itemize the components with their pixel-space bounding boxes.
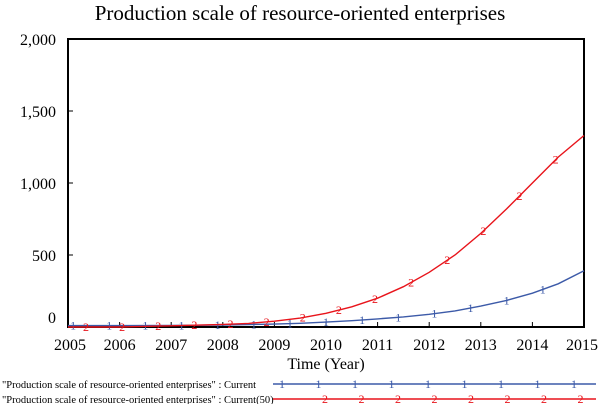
series-2-marker: 2: [264, 315, 270, 329]
y-tick-label: 0: [48, 310, 56, 327]
x-tick-label: 2007: [155, 337, 187, 354]
series-1-marker: 1: [323, 315, 329, 329]
series-1-marker: 1: [251, 317, 257, 331]
series-2-marker: 2: [480, 224, 486, 238]
series-2-marker: 2: [517, 189, 523, 203]
legend-marker-1: 1: [389, 377, 395, 391]
series-2-marker: 2: [155, 319, 161, 333]
legend-marker-2: 2: [541, 392, 547, 404]
series-1-marker: 1: [287, 317, 293, 331]
x-tick-label: 2009: [258, 337, 290, 354]
plot-area: [67, 38, 585, 328]
x-tick-label: 2014: [516, 337, 548, 354]
legend-marker-1: 1: [498, 377, 504, 391]
legend-marker-1: 1: [279, 377, 285, 391]
legend-marker-2: 2: [359, 392, 365, 404]
series-line-2: [68, 134, 585, 328]
legend-marker-2: 2: [505, 392, 511, 404]
series-1-marker: 1: [467, 301, 473, 315]
legend-marker-2: 2: [395, 392, 401, 404]
x-tick-label: 2006: [104, 337, 136, 354]
legend-marker-1: 1: [535, 377, 541, 391]
series-1-marker: 1: [106, 319, 112, 333]
series-1-marker: 1: [540, 282, 546, 296]
legend-marker-1: 1: [316, 377, 322, 391]
legend-marker-2: 2: [432, 392, 438, 404]
legend-marker-1: 1: [352, 377, 358, 391]
legend-marker-2: 2: [468, 392, 474, 404]
y-axis-ticks: 0 500 1,000 1,500 2,000: [20, 32, 73, 328]
legend-marker-1: 1: [425, 377, 431, 391]
legend-marker-1: 1: [462, 377, 468, 391]
series-2-marker: 2: [336, 303, 342, 317]
series-1-marker: 1: [395, 310, 401, 324]
y-tick-label: 2,000: [20, 32, 56, 49]
y-tick-label: 1,500: [20, 104, 56, 121]
legend-label-2: "Production scale of resource-oriented e…: [2, 395, 274, 404]
x-axis-ticks: 2005 2006 2007 2008 2009 2010 2011 2012 2013 2014…: [54, 322, 598, 354]
series-1-marker: 1: [431, 307, 437, 321]
series-2-marker: 2: [372, 292, 378, 306]
legend-marker-1: 1: [571, 377, 577, 391]
y-tick-label: 1,000: [20, 176, 56, 193]
series-2-marker: 2: [553, 153, 559, 167]
series-2-marker: 2: [83, 320, 89, 334]
y-tick-label: 500: [32, 248, 56, 265]
series-2-marker: 2: [228, 317, 234, 331]
series-2-marker: 2: [191, 318, 197, 332]
series-2-marker: 2: [444, 253, 450, 267]
series-1-marker: 1: [504, 293, 510, 307]
x-tick-label: 2008: [207, 337, 239, 354]
x-tick-label: 2013: [465, 337, 497, 354]
x-tick-label: 2010: [310, 337, 342, 354]
legend-marker-2: 2: [322, 392, 328, 404]
legend: "Production scale of resource-oriented e…: [2, 377, 596, 404]
series-1-marker: 1: [70, 319, 76, 333]
series-2-marker: 2: [408, 275, 414, 289]
x-tick-label: 2012: [413, 337, 445, 354]
x-axis-label: Time (Year): [287, 356, 364, 373]
legend-marker-2: 2: [578, 392, 584, 404]
legend-label-1: "Production scale of resource-oriented e…: [2, 380, 256, 391]
chart-title: Production scale of resource-oriented en…: [95, 1, 506, 25]
series-1-marker: 1: [359, 313, 365, 327]
series-2-marker: 2: [300, 311, 306, 325]
series-2-marker: 2: [119, 320, 125, 334]
x-tick-label: 2005: [54, 337, 86, 354]
x-tick-label: 2011: [362, 337, 393, 354]
series-1-marker: 1: [142, 318, 148, 332]
x-tick-label: 2015: [566, 337, 598, 354]
